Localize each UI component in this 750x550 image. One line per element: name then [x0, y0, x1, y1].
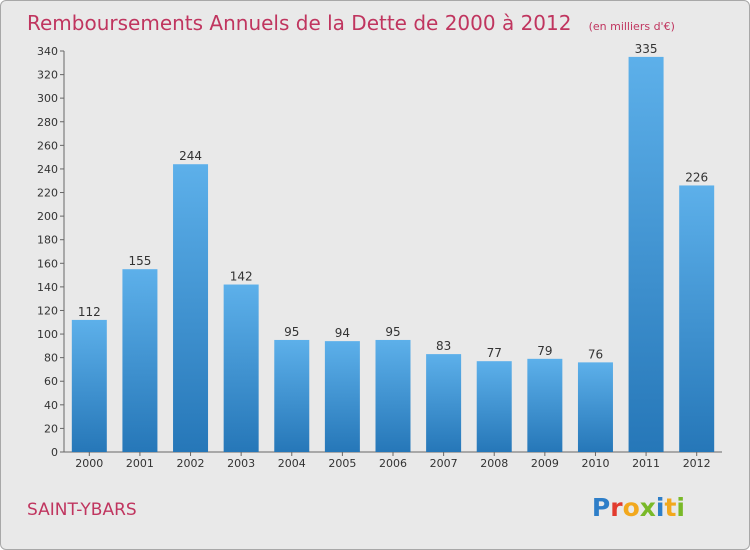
y-tick-label: 340 [37, 45, 58, 58]
y-tick-label: 160 [37, 257, 58, 270]
logo-letter: x [640, 493, 656, 522]
bar-value-label: 155 [128, 254, 151, 268]
y-tick-label: 240 [37, 163, 58, 176]
bar-value-label: 335 [635, 42, 658, 56]
x-tick-label: 2004 [278, 457, 306, 470]
chart-title: Remboursements Annuels de la Dette de 20… [27, 11, 675, 35]
bar-value-label: 79 [537, 344, 552, 358]
bar [274, 339, 310, 452]
y-tick-label: 180 [37, 234, 58, 247]
bar-value-label: 76 [588, 347, 603, 361]
x-tick-label: 2009 [531, 457, 559, 470]
y-tick-label: 100 [37, 328, 58, 341]
x-tick-label: 2006 [379, 457, 407, 470]
x-tick-label: 2007 [430, 457, 458, 470]
y-tick-label: 300 [37, 92, 58, 105]
y-tick-label: 280 [37, 116, 58, 129]
x-tick-label: 2000 [75, 457, 103, 470]
bar-value-label: 112 [78, 305, 101, 319]
bar [375, 339, 411, 452]
bar-value-label: 77 [487, 346, 502, 360]
y-tick-label: 20 [44, 422, 58, 435]
x-tick-label: 2008 [480, 457, 508, 470]
bar [577, 362, 613, 452]
bar-value-label: 95 [385, 325, 400, 339]
y-tick-label: 220 [37, 187, 58, 200]
bar [527, 358, 563, 452]
chart-unit-note: (en milliers d'€) [589, 20, 675, 33]
logo-letter: o [623, 493, 640, 522]
logo-letter: t [664, 493, 676, 522]
y-tick-label: 260 [37, 139, 58, 152]
bar [173, 164, 209, 453]
bar [426, 354, 462, 452]
bar-value-label: 142 [230, 270, 253, 284]
x-tick-label: 2011 [632, 457, 660, 470]
bar-value-label: 83 [436, 339, 451, 353]
x-tick-label: 2010 [581, 457, 609, 470]
logo-letter: i [676, 493, 685, 522]
y-tick-label: 80 [44, 352, 58, 365]
x-tick-label: 2002 [177, 457, 205, 470]
bar [324, 341, 360, 452]
y-tick-label: 60 [44, 375, 58, 388]
commune-name: SAINT-YBARS [27, 500, 137, 520]
y-tick-label: 200 [37, 210, 58, 223]
x-tick-label: 2005 [328, 457, 356, 470]
proxiti-logo: Proxiti [592, 493, 685, 522]
y-tick-label: 320 [37, 69, 58, 82]
x-tick-label: 2001 [126, 457, 154, 470]
chart-title-text: Remboursements Annuels de la Dette de 20… [27, 11, 571, 35]
bar-value-label: 226 [685, 170, 708, 184]
y-tick-label: 120 [37, 304, 58, 317]
bars: 112 155 244 142 95 94 95 83 77 79 76 335 226 [71, 42, 715, 453]
x-tick-label: 2012 [683, 457, 711, 470]
bar [476, 361, 512, 452]
bar-value-label: 95 [284, 325, 299, 339]
bar [71, 319, 107, 452]
bar [628, 56, 664, 452]
axes: 0 20 40 60 80 100 120 140 160 180 200 220 240 260 280 3… [37, 45, 722, 470]
bar-value-label: 94 [335, 326, 350, 340]
bar [223, 284, 259, 452]
logo-letter: i [656, 493, 665, 522]
bar-value-label: 244 [179, 149, 202, 163]
logo-letter: r [610, 493, 623, 522]
logo-letter: P [592, 493, 610, 522]
bar [679, 185, 715, 452]
y-tick-label: 40 [44, 399, 58, 412]
y-tick-label: 0 [51, 446, 58, 459]
y-tick-label: 140 [37, 281, 58, 294]
x-tick-label: 2003 [227, 457, 255, 470]
bar [122, 269, 158, 452]
